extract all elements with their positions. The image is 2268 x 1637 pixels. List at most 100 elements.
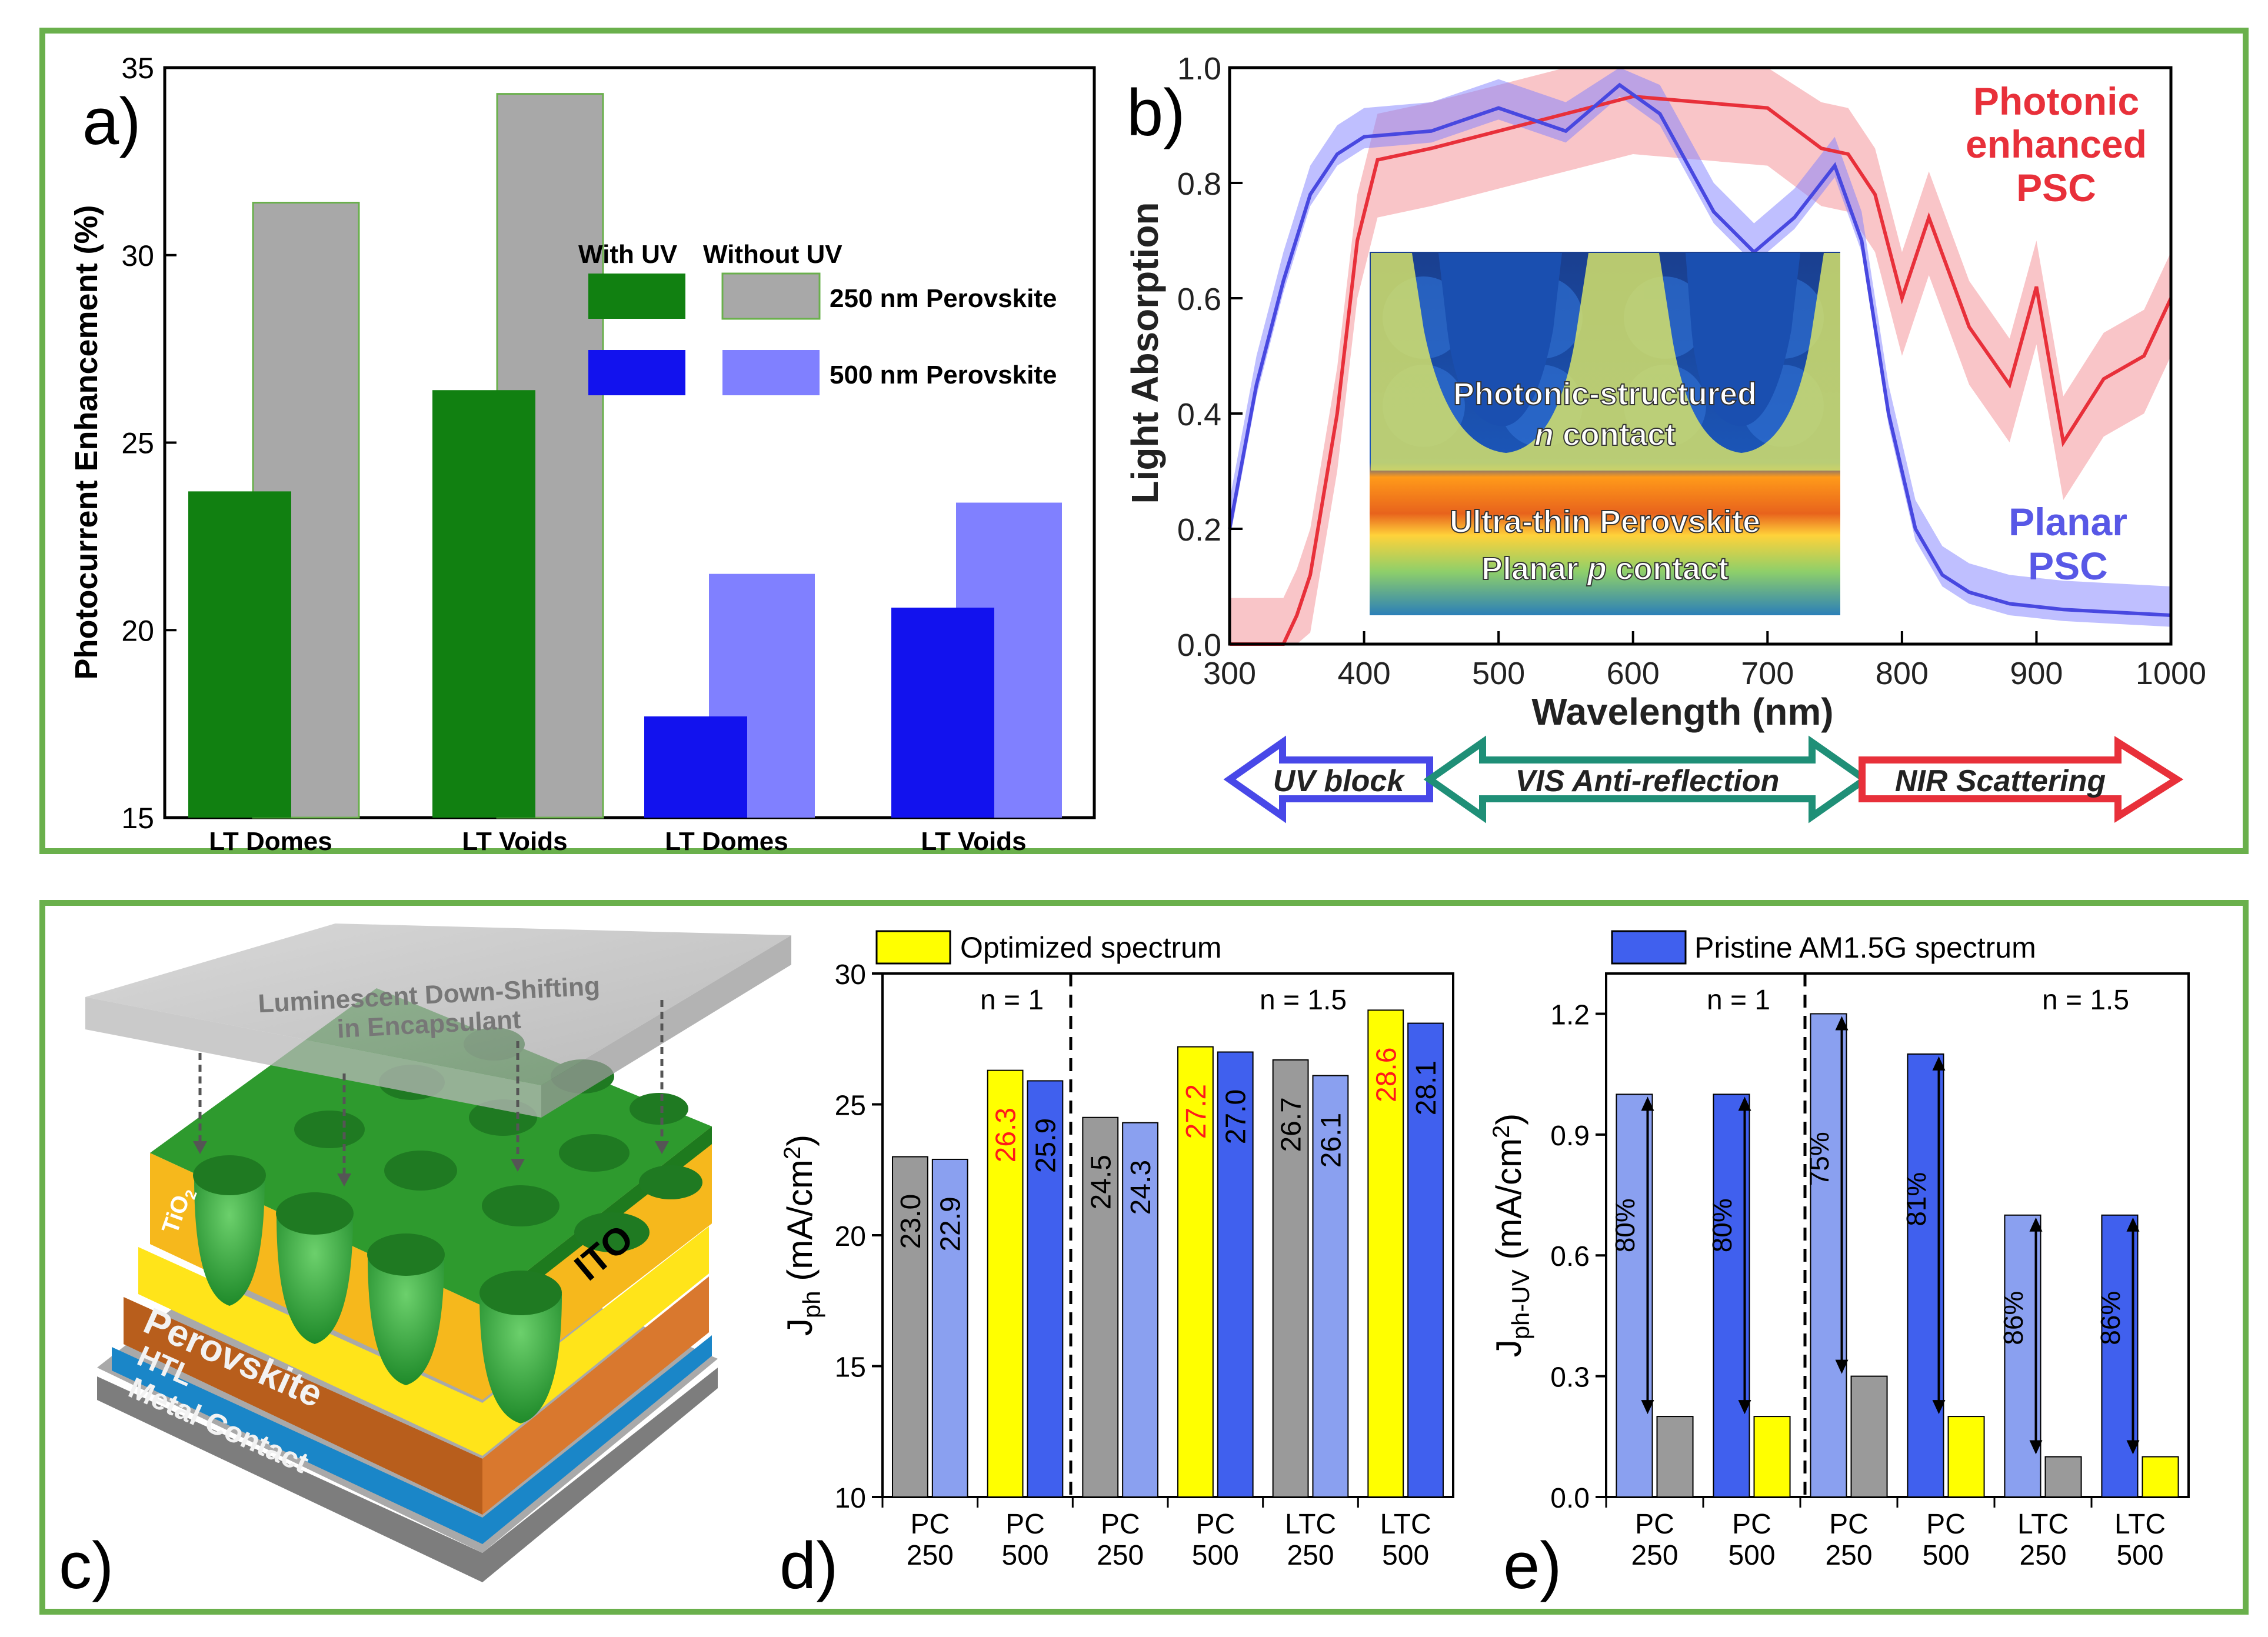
y-tick-label: 10 bbox=[835, 1483, 866, 1514]
dome-opening bbox=[276, 1192, 354, 1235]
label-planar-2: PSC bbox=[2028, 544, 2108, 588]
y-tick-label: 20 bbox=[835, 1221, 866, 1252]
inset-n-rest: contact bbox=[1554, 417, 1676, 452]
inset-p-symbol: p bbox=[1586, 551, 1607, 586]
x-tick-label: PC bbox=[1926, 1509, 1966, 1540]
bar-optimized bbox=[987, 1069, 1024, 1498]
reduction-arrowhead bbox=[2126, 1217, 2140, 1232]
encapsulant-slab-front bbox=[85, 997, 541, 1118]
chart-a: 15 20 25 30 35 LT Domes LT Voids LT Domes LT Vo… bbox=[69, 52, 1096, 856]
reduction-arrowhead bbox=[2029, 1217, 2043, 1232]
y-tick-label: 35 bbox=[121, 52, 154, 85]
y-tick-label: 30 bbox=[121, 239, 154, 272]
inset-structured-contact bbox=[1371, 253, 1840, 471]
bar-pristine bbox=[1810, 1013, 1847, 1498]
y-tick-label: 0.0 bbox=[1177, 628, 1221, 663]
bar-pristine bbox=[1907, 1053, 1944, 1498]
reduction-arrowhead bbox=[1835, 1016, 1849, 1031]
y-tick-label: 0.6 bbox=[1177, 282, 1221, 317]
bar-pristine bbox=[1122, 1122, 1158, 1498]
percent-label: 86% bbox=[1998, 1291, 2029, 1345]
label-planar-1: Planar bbox=[2009, 500, 2127, 544]
bar-value-label: 26.3 bbox=[991, 1108, 1022, 1162]
x-tick-label: 500 bbox=[1192, 1540, 1239, 1571]
chart-b-xlabel: Wavelength (nm) bbox=[1531, 691, 1833, 733]
chart-e-ylabel: Jph-UV (mA/cm2) bbox=[1488, 1113, 1534, 1358]
y-tick-label: 0.4 bbox=[1177, 397, 1221, 432]
dome-opening bbox=[193, 1155, 266, 1195]
y-tick-label: 0.3 bbox=[1550, 1362, 1590, 1393]
x-tick-label: 600 bbox=[1607, 656, 1660, 691]
y-tick-label: 0.2 bbox=[1177, 512, 1221, 548]
x-tick-label: LT Voids bbox=[921, 827, 1026, 856]
x-tick-label: 250 bbox=[2019, 1540, 2066, 1571]
y-tick-label: 1.0 bbox=[1177, 51, 1221, 86]
chart-d: 23.0 22.9 26.3 25.9 24.5 24.3 27.2 27.0 26.7 26.1… bbox=[780, 930, 1454, 1602]
x-tick-label: 250 bbox=[1825, 1540, 1872, 1571]
x-tick-label: 500 bbox=[1382, 1540, 1429, 1571]
bar-value-label: 25.9 bbox=[1030, 1118, 1061, 1173]
legend-e-swatch bbox=[1611, 930, 1687, 965]
bar-pristine bbox=[1312, 1075, 1349, 1498]
chart-e-region-n15: n = 1.5 bbox=[2042, 985, 2129, 1016]
x-tick-label: 500 bbox=[1472, 656, 1525, 691]
x-tick-label: PC bbox=[1635, 1509, 1674, 1540]
dome-opening bbox=[639, 1165, 702, 1199]
bar-optimized bbox=[1367, 1009, 1404, 1498]
inset-label-line3: Ultra-thin Perovskite bbox=[1450, 504, 1760, 539]
label-photonic-2: enhanced bbox=[1966, 122, 2147, 166]
inset-n-symbol: n bbox=[1534, 417, 1554, 452]
legend-a-swatch-green bbox=[588, 274, 685, 319]
dome-opening bbox=[574, 1212, 650, 1252]
legend-a-col1: With UV bbox=[578, 240, 678, 269]
bar-value-label: 24.5 bbox=[1085, 1155, 1117, 1209]
bar-with-uv bbox=[891, 608, 994, 818]
chart-e-ylabel-main: J bbox=[1489, 1339, 1528, 1357]
percent-label: 81% bbox=[1901, 1172, 1931, 1226]
bar-pristine bbox=[1407, 1022, 1444, 1498]
panel-label-d: d) bbox=[780, 1529, 838, 1602]
dome-opening bbox=[630, 1093, 688, 1125]
bar-with-uv bbox=[188, 491, 291, 818]
inset-p-rest: contact bbox=[1607, 551, 1729, 586]
percent-label: 80% bbox=[1707, 1198, 1737, 1252]
legend-a-col2: Without UV bbox=[703, 240, 842, 269]
chart-e-ylabel-sup: 2 bbox=[1488, 1125, 1514, 1138]
dome-opening bbox=[482, 1185, 559, 1226]
reduction-arrowhead bbox=[1738, 1400, 1751, 1415]
x-tick-label: 250 bbox=[1631, 1540, 1678, 1571]
chart-d-region-n1: n = 1 bbox=[980, 985, 1044, 1016]
chart-d-ylabel-unit: (mA/cm bbox=[780, 1159, 820, 1291]
band-planar bbox=[1230, 68, 2171, 627]
inset-label-line2: n contact bbox=[1534, 417, 1676, 452]
bar-value-label: 26.7 bbox=[1276, 1097, 1307, 1152]
bar-optimized bbox=[1753, 1416, 1791, 1498]
bar-optimized bbox=[1272, 1059, 1309, 1498]
bar-pristine bbox=[931, 1158, 968, 1498]
chart-e-ylabel-sub: ph-UV bbox=[1507, 1269, 1534, 1339]
x-tick-label: 400 bbox=[1338, 656, 1391, 691]
x-tick-label: 500 bbox=[1728, 1540, 1775, 1571]
panel-label-e: e) bbox=[1503, 1529, 1562, 1602]
dome-opening bbox=[384, 1151, 457, 1191]
bar-optimized bbox=[1177, 1046, 1214, 1498]
band-photonic bbox=[1230, 68, 2171, 644]
reduction-arrowhead bbox=[1641, 1096, 1654, 1111]
y-tick-label: 0.8 bbox=[1177, 166, 1221, 202]
arrow-uv-block-label: UV block bbox=[1273, 764, 1406, 798]
chart-d-ylabel-sup: 2 bbox=[780, 1146, 805, 1159]
bar-value-label: 22.9 bbox=[935, 1196, 967, 1251]
y-tick-label: 30 bbox=[835, 959, 866, 991]
encapsulant-slab-side bbox=[541, 935, 791, 1118]
legend-d-swatch bbox=[875, 930, 951, 965]
bar-value-label: 23.0 bbox=[895, 1194, 927, 1249]
y-tick-label: 15 bbox=[121, 802, 154, 835]
bar-value-label: 27.2 bbox=[1181, 1084, 1212, 1139]
bar-with-uv bbox=[644, 716, 747, 818]
chart-d-ylabel: Jph (mA/cm2) bbox=[780, 1135, 825, 1336]
bar-value-label: 24.3 bbox=[1125, 1160, 1157, 1215]
x-tick-label: PC bbox=[1101, 1509, 1140, 1540]
line-planar bbox=[1228, 82, 2172, 617]
bar-value-label: 27.0 bbox=[1221, 1089, 1252, 1144]
layer-metal-contact bbox=[97, 1368, 718, 1582]
